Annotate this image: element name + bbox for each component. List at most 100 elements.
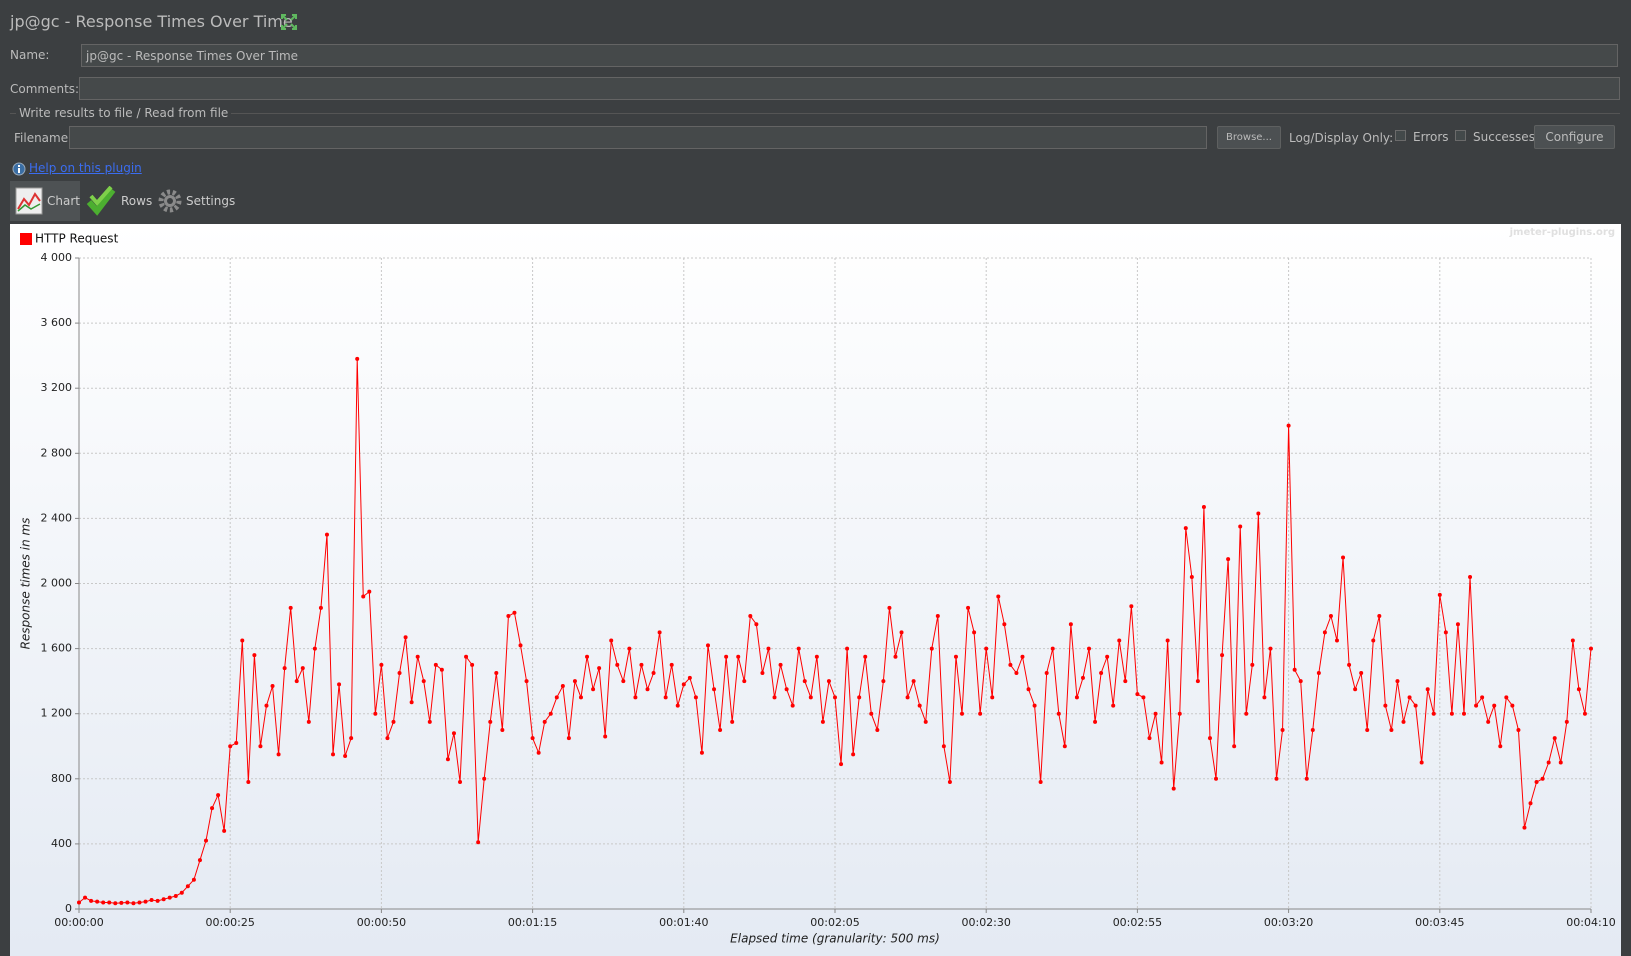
data-point	[820, 719, 825, 724]
data-point	[712, 687, 717, 692]
data-point	[578, 695, 583, 700]
data-point	[222, 828, 227, 833]
data-point	[572, 679, 577, 684]
expand-icon[interactable]	[280, 13, 298, 31]
data-point	[306, 719, 311, 724]
data-point	[264, 703, 269, 708]
data-point	[851, 752, 856, 757]
data-point	[1026, 687, 1031, 692]
data-point	[1244, 711, 1249, 716]
data-point	[724, 654, 729, 659]
data-point	[488, 719, 493, 724]
data-point	[1546, 760, 1551, 765]
data-point	[240, 638, 245, 643]
data-point	[137, 900, 142, 905]
log-display-label: Log/Display Only:	[1289, 131, 1394, 145]
data-point	[270, 684, 275, 689]
data-point	[1177, 711, 1182, 716]
data-point	[730, 719, 735, 724]
data-point	[1504, 695, 1509, 700]
comments-input[interactable]	[79, 77, 1620, 100]
successes-label: Successes	[1473, 130, 1535, 144]
y-tick-label: 0	[65, 902, 72, 915]
data-point	[89, 898, 94, 903]
data-point	[1038, 780, 1043, 785]
data-point	[1074, 695, 1079, 700]
data-point	[361, 594, 366, 599]
x-tick-label: 00:04:10	[1566, 916, 1615, 929]
configure-button[interactable]: Configure	[1534, 125, 1615, 149]
data-point	[1280, 727, 1285, 732]
data-point	[923, 719, 928, 724]
data-point	[760, 671, 765, 676]
data-point	[349, 736, 354, 741]
successes-checkbox[interactable]	[1455, 130, 1466, 141]
data-point	[512, 610, 517, 615]
data-point	[1099, 671, 1104, 676]
data-point	[373, 711, 378, 716]
data-point	[857, 695, 862, 700]
filename-input[interactable]	[69, 126, 1207, 149]
data-point	[1207, 736, 1212, 741]
data-point	[312, 646, 317, 651]
data-point	[379, 662, 384, 667]
x-tick-label: 00:02:55	[1113, 916, 1162, 929]
data-point	[1256, 511, 1261, 516]
browse-button[interactable]: Browse...	[1217, 126, 1281, 149]
data-point	[651, 671, 656, 676]
data-point	[161, 897, 166, 902]
data-point	[119, 900, 124, 905]
data-point	[1262, 695, 1267, 700]
y-tick-label: 1 600	[41, 642, 73, 655]
settings-tab-icon	[158, 189, 182, 213]
data-point	[294, 679, 299, 684]
data-point	[1232, 744, 1237, 749]
data-point	[536, 750, 541, 755]
x-tick-label: 00:01:40	[659, 916, 708, 929]
y-axis-label: Response times in ms	[19, 518, 33, 650]
data-point	[790, 703, 795, 708]
y-tick-label: 3 200	[41, 381, 73, 394]
data-point	[204, 838, 209, 843]
file-section-title: Write results to file / Read from file	[16, 106, 232, 120]
legend-swatch	[20, 233, 32, 245]
data-point	[494, 671, 499, 676]
data-point	[1570, 638, 1575, 643]
data-point	[173, 893, 178, 898]
y-tick-label: 800	[51, 772, 72, 785]
data-point	[1044, 671, 1049, 676]
tab-rows[interactable]: Rows	[121, 194, 153, 208]
data-point	[1461, 711, 1466, 716]
data-point	[1468, 574, 1473, 579]
data-point	[554, 695, 559, 700]
x-tick-label: 00:01:15	[508, 916, 557, 929]
file-section	[10, 113, 1620, 164]
data-point	[464, 654, 469, 659]
data-point	[687, 675, 692, 680]
data-point	[1032, 703, 1037, 708]
data-point	[1093, 719, 1098, 724]
name-input[interactable]: jp@gc - Response Times Over Time	[81, 44, 1618, 67]
tab-chart[interactable]: Chart	[47, 194, 80, 208]
data-point	[1534, 780, 1539, 785]
data-point	[639, 662, 644, 667]
data-point	[343, 754, 348, 759]
help-link[interactable]: Help on this plugin	[29, 161, 142, 175]
data-point	[1480, 695, 1485, 700]
data-point	[427, 719, 432, 724]
data-point	[597, 666, 602, 671]
legend-label: HTTP Request	[35, 232, 119, 246]
data-point	[1407, 695, 1412, 700]
data-point	[1371, 638, 1376, 643]
data-point	[1449, 711, 1454, 716]
data-point	[621, 679, 626, 684]
data-point	[385, 736, 390, 741]
data-point	[210, 806, 215, 811]
tab-settings[interactable]: Settings	[186, 194, 236, 208]
data-point	[1105, 654, 1110, 659]
data-point	[1147, 736, 1152, 741]
data-point	[155, 898, 160, 903]
errors-checkbox[interactable]	[1395, 130, 1406, 141]
data-point	[960, 711, 965, 716]
data-point	[318, 605, 323, 610]
